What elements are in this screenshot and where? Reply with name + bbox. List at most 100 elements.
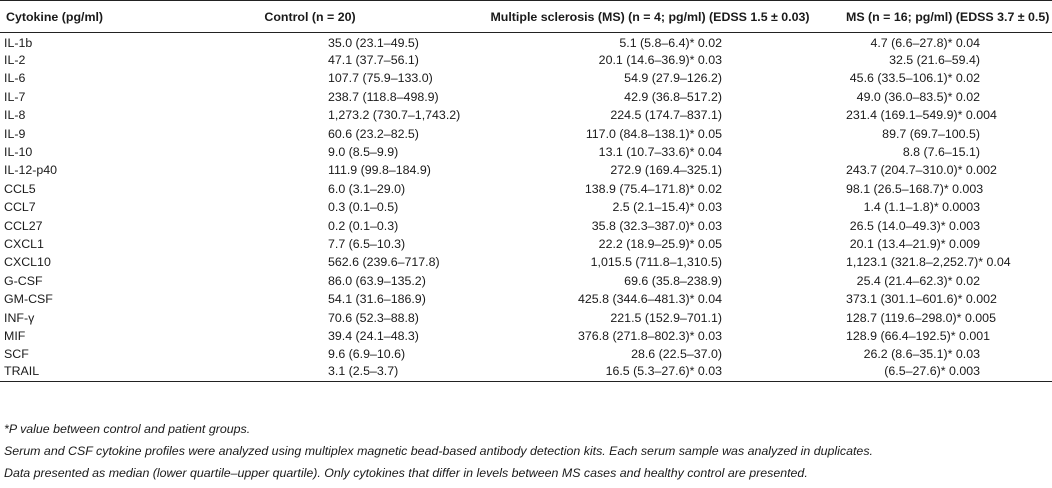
cell-ms-early: 42.9 (36.8–517.2)	[624, 89, 722, 104]
cell-control: 111.9 (99.8–184.9)	[328, 163, 431, 178]
cell-ms-early: 5.1 (5.8–6.4)* 0.02	[619, 36, 722, 51]
table-row: IL-6 107.7 (75.9–133.0) 54.9 (27.9–126.2) 4…	[0, 69, 1052, 87]
table-row: CXCL1 7.7 (6.5–10.3) 22.2 (18.9–25.9)* 0.0…	[0, 235, 1052, 253]
cell-ms-early: 1,015.5 (711.8–1,310.5)	[590, 255, 722, 270]
cell-cytokine: IL-8	[4, 108, 26, 123]
cell-control: 47.1 (37.7–56.1)	[328, 53, 419, 68]
table-row: IL-2 47.1 (37.7–56.1) 20.1 (14.6–36.9)* 0.…	[0, 51, 1052, 69]
cell-ms-early: 221.5 (152.9–701.1)	[610, 310, 722, 325]
header-ms-late: MS (n = 16; pg/ml) (EDSS 3.7 ± 0.5)	[840, 0, 1052, 33]
cell-cytokine: INF-γ	[4, 310, 35, 325]
cell-control: 238.7 (118.8–498.9)	[328, 89, 439, 104]
cell-control: 7.7 (6.5–10.3)	[328, 236, 406, 251]
footnote-methods: Serum and CSF cytokine profiles were ana…	[4, 444, 873, 458]
cell-ms-early: 13.1 (10.7–33.6)* 0.04	[598, 145, 722, 160]
table-row: IL-9 60.6 (23.2–82.5) 117.0 (84.8–138.1)* …	[0, 124, 1052, 142]
table-row: GM-CSF 54.1 (31.6–186.9) 425.8 (344.6–481.…	[0, 290, 1052, 308]
table-row: IL-8 1,273.2 (730.7–1,743.2) 224.5 (174.7–…	[0, 106, 1052, 124]
table-row: MIF 39.4 (24.1–48.3) 376.8 (271.8–802.3)* …	[0, 327, 1052, 345]
cell-control: 39.4 (24.1–48.3)	[328, 328, 419, 343]
cell-ms-late: 128.7 (119.6–298.0)* 0.005	[846, 310, 996, 325]
cell-cytokine: CCL7	[4, 200, 36, 215]
cell-control: 35.0 (23.1–49.5)	[328, 36, 419, 51]
cell-ms-late: 45.6 (33.5–106.1)* 0.02	[849, 71, 980, 86]
table-row: IL-7 238.7 (118.8–498.9) 42.9 (36.8–517.2)…	[0, 88, 1052, 106]
table-row: CCL27 0.2 (0.1–0.3) 35.8 (32.3–387.0)* 0.0…	[0, 216, 1052, 234]
cell-ms-early: 138.9 (75.4–171.8)* 0.02	[584, 181, 722, 196]
cell-ms-late: 26.5 (14.0–49.3)* 0.003	[849, 218, 980, 233]
cell-cytokine: IL-6	[4, 71, 26, 86]
cell-ms-early: 22.2 (18.9–25.9)* 0.05	[598, 236, 722, 251]
cell-control: 60.6 (23.2–82.5)	[328, 126, 419, 141]
cell-cytokine: IL-2	[4, 53, 26, 68]
cell-ms-early: 376.8 (271.8–802.3)* 0.03	[578, 328, 722, 343]
table-row: CXCL10 562.6 (239.6–717.8) 1,015.5 (711.8–…	[0, 253, 1052, 271]
cell-cytokine: IL-9	[4, 126, 26, 141]
cell-ms-early: 272.9 (169.4–325.1)	[610, 163, 722, 178]
table-row: CCL5 6.0 (3.1–29.0) 138.9 (75.4–171.8)* 0.…	[0, 180, 1052, 198]
cell-ms-late: 89.7 (69.7–100.5)	[882, 126, 980, 141]
cell-ms-late: 1,123.1 (321.8–2,252.7)* 0.04	[846, 255, 1011, 270]
header-row: Cytokine (pg/ml) Control (n = 20) Multip…	[0, 0, 1052, 33]
cell-ms-early: 54.9 (27.9–126.2)	[624, 71, 722, 86]
table-row: IL-10 9.0 (8.5–9.9) 13.1 (10.7–33.6)* 0.04…	[0, 143, 1052, 161]
cell-control: 9.6 (6.9–10.6)	[328, 347, 406, 362]
table-row: TRAIL 3.1 (2.5–3.7) 16.5 (5.3–27.6)* 0.03(…	[0, 363, 1052, 383]
cell-cytokine: CXCL10	[4, 255, 51, 270]
table-header: Cytokine (pg/ml) Control (n = 20) Multip…	[0, 0, 1052, 33]
cell-cytokine: SCF	[4, 347, 29, 362]
cell-control: 6.0 (3.1–29.0)	[328, 181, 406, 196]
cell-ms-early: 16.5 (5.3–27.6)* 0.03	[460, 363, 840, 383]
cell-ms-early: 117.0 (84.8–138.1)* 0.05	[585, 126, 722, 141]
cell-control: 1,273.2 (730.7–1,743.2)	[328, 108, 461, 123]
cell-cytokine: IL-10	[4, 145, 33, 160]
cell-ms-late: 98.1 (26.5–168.7)* 0.003	[846, 181, 984, 196]
cell-cytokine: TRAIL	[0, 363, 160, 383]
cell-control: 70.6 (52.3–88.8)	[328, 310, 419, 325]
cell-ms-late: 1.4 (1.1–1.8)* 0.0003	[863, 200, 980, 215]
table-row: G-CSF 86.0 (63.9–135.2) 69.6 (35.8–238.9) 2…	[0, 272, 1052, 290]
cell-cytokine: IL-7	[4, 89, 26, 104]
cell-cytokine: CCL27	[4, 218, 43, 233]
cell-ms-late: 49.0 (36.0–83.5)* 0.02	[856, 89, 980, 104]
cytokine-table: Cytokine (pg/ml) Control (n = 20) Multip…	[0, 0, 1052, 383]
cell-ms-late: (6.5–27.6)* 0.003	[840, 363, 1052, 383]
cell-control: 0.3 (0.1–0.5)	[328, 200, 399, 215]
cell-ms-early: 69.6 (35.8–238.9)	[624, 273, 722, 288]
cell-cytokine: MIF	[4, 328, 26, 343]
table-row: INF-γ 70.6 (52.3–88.8) 221.5 (152.9–701.1)…	[0, 308, 1052, 326]
cell-control: 3.1 (2.5–3.7)	[160, 363, 460, 383]
cell-ms-late: 4.7 (6.6–27.8)* 0.04	[870, 36, 980, 51]
cell-cytokine: GM-CSF	[4, 292, 53, 307]
cell-control: 0.2 (0.1–0.3)	[328, 218, 399, 233]
table-row: IL-12-p40 111.9 (99.8–184.9) 272.9 (169.4–…	[0, 161, 1052, 179]
cell-ms-late: 26.2 (8.6–35.1)* 0.03	[863, 347, 980, 362]
cell-ms-late: 373.1 (301.1–601.6)* 0.002	[846, 292, 997, 307]
cell-control: 86.0 (63.9–135.2)	[328, 273, 426, 288]
table-footnotes: *P value between control and patient gro…	[4, 418, 873, 484]
cell-ms-late: 243.7 (204.7–310.0)* 0.002	[846, 163, 997, 178]
table-row: IL-1b 35.0 (23.1–49.5) 5.1 (5.8–6.4)* 0.02…	[0, 33, 1052, 51]
cell-cytokine: IL-12-p40	[4, 163, 58, 178]
cell-control: 54.1 (31.6–186.9)	[328, 292, 426, 307]
cell-cytokine: CXCL1	[4, 236, 44, 251]
table-row: SCF 9.6 (6.9–10.6) 28.6 (22.5–37.0) 26.2 (8…	[0, 345, 1052, 363]
cell-cytokine: CCL5	[4, 181, 36, 196]
table-body: IL-1b 35.0 (23.1–49.5) 5.1 (5.8–6.4)* 0.02…	[0, 33, 1052, 383]
header-cytokine: Cytokine (pg/ml)	[0, 0, 160, 33]
cell-ms-early: 35.8 (32.3–387.0)* 0.03	[591, 218, 722, 233]
cell-cytokine: G-CSF	[4, 273, 43, 288]
cell-ms-late: 25.4 (21.4–62.3)* 0.02	[856, 273, 980, 288]
header-ms-early: Multiple sclerosis (MS) (n = 4; pg/ml) (…	[460, 0, 840, 33]
cell-control: 562.6 (239.6–717.8)	[328, 255, 440, 270]
cell-ms-late: 128.9 (66.4–192.5)* 0.001	[846, 328, 990, 343]
cell-ms-early: 224.5 (174.7–837.1)	[610, 108, 722, 123]
footnote-pvalue: *P value between control and patient gro…	[4, 422, 251, 436]
cell-cytokine: IL-1b	[4, 36, 33, 51]
cell-control: 9.0 (8.5–9.9)	[328, 145, 399, 160]
cell-ms-early: 28.6 (22.5–37.0)	[631, 347, 722, 362]
cell-ms-early: 425.8 (344.6–481.3)* 0.04	[578, 292, 722, 307]
cell-ms-early: 20.1 (14.6–36.9)* 0.03	[598, 53, 722, 68]
cell-ms-late: 32.5 (21.6–59.4)	[889, 53, 980, 68]
